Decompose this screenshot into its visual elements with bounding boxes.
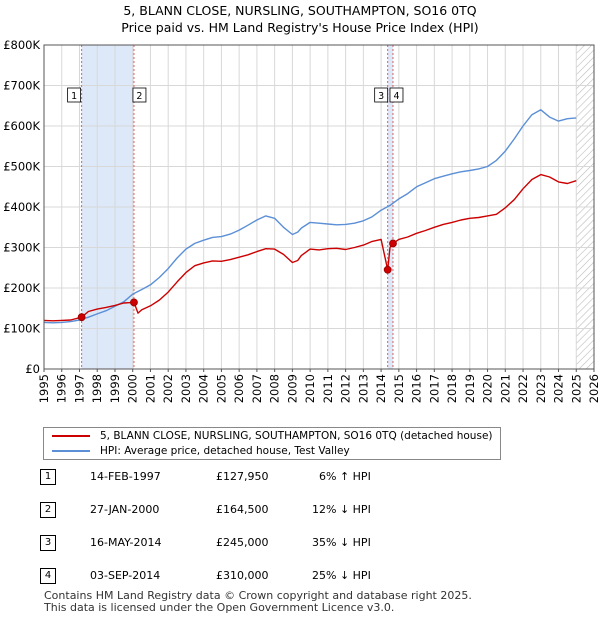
transaction-hpi-delta: 12% ↓ HPI: [312, 503, 371, 516]
y-tick-label: £600K: [3, 119, 40, 133]
transaction-date: 16-MAY-2014: [90, 536, 162, 549]
transaction-price: £245,000: [216, 536, 269, 549]
x-tick-label: 2012: [339, 374, 353, 403]
sale-number-label: 4: [393, 91, 399, 102]
x-tick-label: 2008: [268, 374, 282, 403]
price-chart: £0 £100K £200K £300K £400K £500K £600K £700K £80…: [3, 38, 600, 403]
transaction-price: £164,500: [216, 503, 269, 516]
x-tick-label: 2018: [445, 374, 459, 403]
x-tick-label: 2010: [303, 374, 317, 403]
y-tick-label: £300K: [3, 241, 40, 255]
x-tick-label: 2007: [250, 374, 264, 403]
chart-title: 5, BLANN CLOSE, NURSLING, SOUTHAMPTON, S…: [123, 3, 477, 18]
sale-point: [389, 239, 397, 248]
sale-number-box: [132, 87, 147, 103]
x-tick-label: 2024: [552, 374, 566, 403]
chart-subtitle: Price paid vs. HM Land Registry's House …: [121, 20, 479, 35]
transaction-number-badge: 3: [40, 535, 56, 551]
y-tick-label: £800K: [3, 38, 40, 52]
x-tick-label: 2000: [126, 374, 140, 403]
x-tick-label: 2014: [374, 374, 388, 403]
x-tick-label: 2013: [356, 374, 370, 403]
x-tick-label: 2017: [427, 374, 441, 403]
sale-point: [130, 298, 138, 307]
y-tick-label: £500K: [3, 160, 40, 174]
sale-number-label: 1: [71, 91, 77, 102]
x-tick-label: 2026: [587, 374, 600, 403]
x-tick-label: 2004: [197, 374, 211, 403]
sale-point: [77, 313, 86, 322]
x-tick-label: 1996: [55, 374, 69, 403]
x-tick-label: 2001: [143, 374, 157, 403]
transaction-price: £310,000: [216, 569, 269, 582]
x-tick-label: 1995: [37, 374, 51, 403]
transaction-price: £127,950: [216, 470, 269, 483]
x-tick-label: 2021: [498, 374, 512, 403]
legend-item-hpi: HPI: Average price, detached house, Test…: [52, 445, 350, 457]
x-tick-label: 1999: [108, 374, 122, 403]
x-tick-label: 2009: [285, 374, 299, 403]
x-tick-label: 2019: [463, 374, 477, 403]
legend-swatch-property: [52, 435, 90, 437]
transaction-hpi-delta: 6% ↑ HPI: [319, 470, 371, 483]
y-tick-label: £100K: [3, 322, 40, 336]
transaction-date: 14-FEB-1997: [90, 470, 161, 483]
x-tick-label: 1998: [90, 374, 104, 403]
y-tick-label: £400K: [3, 200, 40, 214]
series-line-hpi: [43, 109, 577, 324]
transaction-number-badge: 2: [40, 502, 56, 518]
transaction-hpi-delta: 25% ↓ HPI: [312, 569, 371, 582]
footer-licence: This data is licensed under the Open Gov…: [44, 601, 395, 614]
x-tick-label: 2002: [161, 374, 175, 403]
plot-frame: [43, 44, 595, 370]
sale-number-box: [67, 87, 82, 103]
legend: 5, BLANN CLOSE, NURSLING, SOUTHAMPTON, S…: [43, 427, 501, 460]
x-tick-label: 1997: [72, 374, 86, 403]
transaction-number-badge: 4: [40, 568, 56, 584]
x-tick-label: 2020: [481, 374, 495, 403]
transaction-number-badge: 1: [40, 469, 56, 485]
transaction-hpi-delta: 35% ↓ HPI: [312, 536, 371, 549]
series-line-property: [43, 173, 577, 322]
legend-swatch-hpi: [52, 450, 90, 452]
y-tick-label: £200K: [3, 281, 40, 295]
sale-number-label: 2: [136, 91, 142, 102]
y-tick-label: £700K: [3, 79, 40, 93]
y-tick-label: £0: [25, 362, 40, 376]
x-tick-label: 2023: [534, 374, 548, 403]
x-tick-label: 2022: [516, 374, 530, 403]
x-tick-label: 2025: [569, 374, 583, 403]
x-tick-label: 2016: [410, 374, 424, 403]
x-tick-label: 2006: [232, 374, 246, 403]
x-tick-label: 2011: [321, 374, 335, 403]
x-tick-label: 2005: [214, 374, 228, 403]
sale-number-label: 3: [378, 91, 384, 102]
x-tick-label: 2003: [179, 374, 193, 403]
sale-point: [383, 265, 392, 274]
transaction-date: 27-JAN-2000: [90, 503, 160, 516]
footer-copyright: Contains HM Land Registry data © Crown c…: [44, 589, 472, 602]
sale-number-box: [389, 87, 404, 103]
legend-item-property: 5, BLANN CLOSE, NURSLING, SOUTHAMPTON, S…: [52, 430, 493, 442]
legend-label-hpi: HPI: Average price, detached house, Test…: [100, 445, 350, 457]
sale-number-box: [374, 87, 389, 103]
transaction-date: 03-SEP-2014: [90, 569, 161, 582]
x-tick-label: 2015: [392, 374, 406, 403]
legend-label-property: 5, BLANN CLOSE, NURSLING, SOUTHAMPTON, S…: [100, 430, 493, 442]
